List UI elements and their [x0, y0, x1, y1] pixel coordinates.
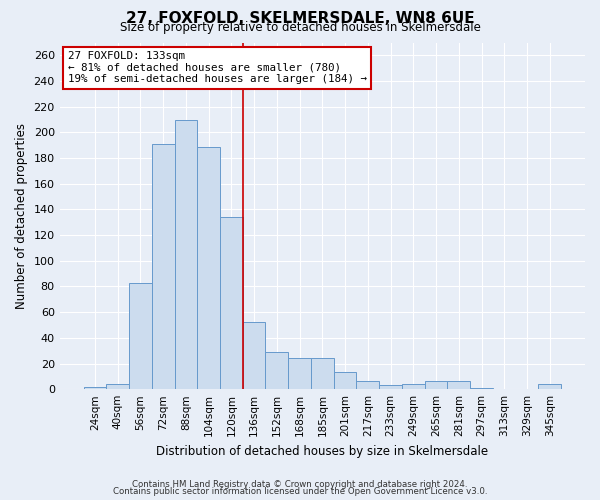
- Bar: [425, 382, 448, 389]
- Bar: [288, 358, 311, 389]
- Bar: [311, 358, 334, 389]
- Text: 27, FOXFOLD, SKELMERSDALE, WN8 6UE: 27, FOXFOLD, SKELMERSDALE, WN8 6UE: [125, 11, 475, 26]
- Bar: [220, 217, 243, 389]
- Bar: [129, 282, 152, 389]
- Bar: [243, 322, 265, 389]
- Y-axis label: Number of detached properties: Number of detached properties: [15, 123, 28, 309]
- Text: Size of property relative to detached houses in Skelmersdale: Size of property relative to detached ho…: [119, 21, 481, 34]
- Bar: [379, 386, 402, 389]
- Text: Contains public sector information licensed under the Open Government Licence v3: Contains public sector information licen…: [113, 487, 487, 496]
- Bar: [448, 382, 470, 389]
- Bar: [175, 120, 197, 389]
- X-axis label: Distribution of detached houses by size in Skelmersdale: Distribution of detached houses by size …: [156, 444, 488, 458]
- Bar: [356, 382, 379, 389]
- Bar: [197, 146, 220, 389]
- Bar: [152, 144, 175, 389]
- Bar: [106, 384, 129, 389]
- Bar: [538, 384, 561, 389]
- Text: Contains HM Land Registry data © Crown copyright and database right 2024.: Contains HM Land Registry data © Crown c…: [132, 480, 468, 489]
- Bar: [83, 386, 106, 389]
- Text: 27 FOXFOLD: 133sqm
← 81% of detached houses are smaller (780)
19% of semi-detach: 27 FOXFOLD: 133sqm ← 81% of detached hou…: [68, 51, 367, 84]
- Bar: [470, 388, 493, 389]
- Bar: [334, 372, 356, 389]
- Bar: [265, 352, 288, 389]
- Bar: [402, 384, 425, 389]
